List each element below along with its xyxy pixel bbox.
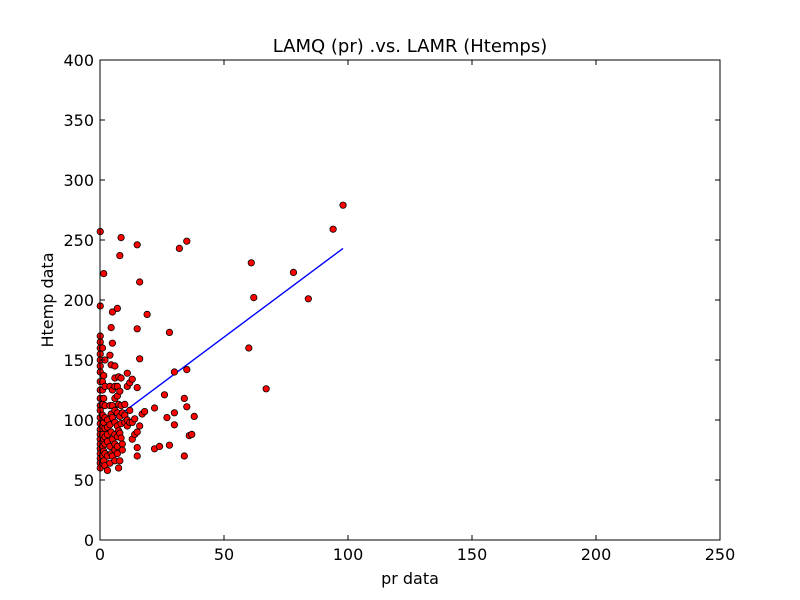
data-point: [188, 430, 196, 438]
chart-title: LAMQ (pr) .vs. LAMR (Htemps): [273, 36, 548, 57]
data-point: [136, 278, 144, 286]
data-point: [116, 252, 124, 260]
x-tick-label: 50: [214, 545, 234, 564]
x-axis-label: pr data: [381, 569, 439, 588]
data-point: [133, 452, 141, 460]
data-point: [133, 383, 141, 392]
data-point: [117, 434, 125, 442]
y-tick-label: 0: [84, 531, 94, 550]
data-point: [117, 374, 125, 382]
y-axis-label: Htemp data: [38, 252, 57, 347]
y-tick-label: 250: [63, 231, 94, 250]
data-point: [111, 362, 119, 370]
x-tick-label: 150: [457, 545, 488, 564]
data-point: [133, 241, 141, 249]
data-point: [165, 328, 174, 336]
data-point: [183, 365, 191, 374]
data-point: [108, 339, 117, 347]
data-point: [155, 442, 164, 450]
data-point: [100, 371, 108, 380]
y-tick-label: 400: [63, 51, 94, 70]
data-point: [103, 466, 112, 474]
data-point: [329, 225, 337, 233]
data-point: [289, 268, 298, 276]
x-tick-label: 250: [705, 545, 736, 564]
data-point: [180, 394, 188, 402]
data-point: [136, 422, 144, 430]
data-point: [116, 387, 124, 395]
data-point: [118, 440, 126, 448]
data-point: [106, 351, 114, 359]
data-point: [183, 237, 191, 245]
data-point: [339, 201, 347, 209]
axis-ticks: 0 50 100 150 200 250 0 50 100 150 200 250 300 350 400: [63, 51, 735, 564]
data-point: [133, 443, 141, 452]
data-point: [128, 375, 136, 383]
data-point: [108, 308, 117, 316]
data-point: [136, 355, 144, 363]
data-point: [175, 244, 183, 252]
data-point: [116, 457, 124, 465]
data-point: [133, 428, 141, 436]
data-point: [98, 344, 107, 352]
data-point: [131, 415, 139, 423]
data-point: [121, 400, 129, 408]
fit-line-layer: [99, 247, 344, 431]
data-point: [141, 407, 149, 416]
data-point: [123, 369, 131, 377]
data-point: [115, 464, 123, 472]
data-points: [96, 201, 347, 474]
x-tick-label: 0: [95, 545, 105, 564]
y-tick-label: 50: [74, 471, 94, 490]
data-point: [107, 323, 115, 332]
data-point: [113, 449, 121, 458]
regression-line: [99, 247, 344, 431]
data-point: [100, 269, 108, 278]
y-tick-label: 100: [63, 411, 94, 430]
data-point: [183, 403, 191, 411]
data-point: [133, 325, 141, 333]
x-tick-label: 200: [581, 545, 612, 564]
y-tick-label: 300: [63, 171, 94, 190]
data-point: [170, 409, 178, 417]
data-point: [165, 441, 174, 449]
data-point: [160, 391, 169, 399]
y-tick-label: 350: [63, 111, 94, 130]
data-point: [143, 310, 151, 318]
data-point: [163, 413, 171, 422]
data-point: [304, 295, 312, 303]
data-point: [150, 404, 159, 412]
data-point: [250, 293, 258, 302]
data-point: [170, 368, 178, 376]
data-point: [100, 394, 108, 402]
data-point: [245, 344, 253, 352]
plot-area: [100, 60, 720, 540]
data-point: [118, 446, 126, 454]
y-tick-label: 200: [63, 291, 94, 310]
x-tick-label: 100: [333, 545, 364, 564]
data-point: [170, 421, 178, 429]
data-point: [126, 406, 134, 414]
data-point: [190, 412, 198, 420]
data-point: [262, 385, 270, 393]
data-point: [113, 304, 121, 312]
data-point: [247, 259, 255, 267]
data-point: [180, 452, 188, 460]
data-point: [117, 234, 125, 242]
y-tick-label: 150: [63, 351, 94, 370]
